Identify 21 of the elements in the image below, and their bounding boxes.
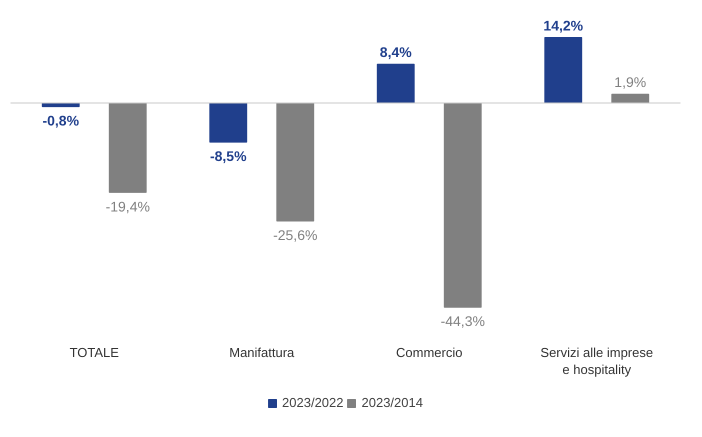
legend-label: 2023/2022 <box>282 395 344 410</box>
bar <box>544 36 582 104</box>
x-tick-label: Commercio <box>396 344 462 360</box>
x-tick-label: Servizi alle imprese e hospitality <box>540 344 654 377</box>
data-label: -44,3% <box>440 313 485 330</box>
bar <box>108 102 147 193</box>
data-label: -8,5% <box>210 148 248 164</box>
bar <box>376 64 415 104</box>
data-label: -0,8% <box>42 112 80 129</box>
x-tick-label: TOTALE <box>70 344 120 360</box>
data-label: 8,4% <box>380 44 412 60</box>
bar <box>276 102 314 222</box>
bar <box>444 102 482 308</box>
data-label: -25,6% <box>273 226 318 243</box>
data-label: 14,2% <box>543 17 584 34</box>
bar <box>209 102 248 143</box>
bar <box>611 94 650 104</box>
data-label: 1,9% <box>614 74 646 90</box>
x-tick-label: Manifattura <box>229 344 296 360</box>
data-label: -19,4% <box>106 198 150 214</box>
legend-label: 2023/2014 <box>362 395 423 410</box>
